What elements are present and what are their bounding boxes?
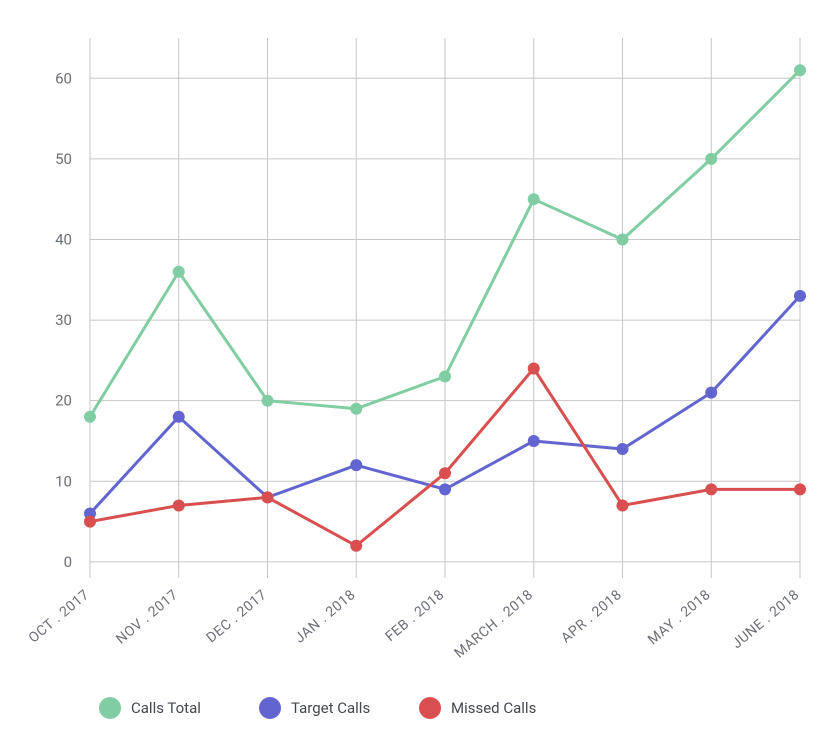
series-marker [705,387,717,399]
series-marker [439,467,451,479]
legend-item: Calls Total [99,697,201,719]
series-marker [262,395,274,407]
series-marker [528,435,540,447]
series-marker [350,459,362,471]
series-marker [794,64,806,76]
y-tick-label: 10 [55,472,72,490]
legend: Calls Total Target Calls Missed Calls [99,697,536,719]
series-marker [173,266,185,278]
series-marker [617,443,629,455]
y-tick-label: 30 [55,311,72,329]
legend-item: Missed Calls [419,697,536,719]
series-marker [794,483,806,495]
y-tick-label: 50 [55,150,72,168]
legend-marker [259,697,281,719]
line-chart: 0102030405060OCT . 2017NOV . 2017DEC . 2… [0,0,824,750]
series-marker [528,193,540,205]
series-marker [439,371,451,383]
series-marker [528,362,540,374]
legend-label: Target Calls [291,699,370,717]
series-marker [173,499,185,511]
legend-item: Target Calls [259,697,370,719]
series-marker [617,233,629,245]
series-marker [794,290,806,302]
series-marker [705,153,717,165]
chart-svg: 0102030405060OCT . 2017NOV . 2017DEC . 2… [0,0,824,750]
legend-marker [99,697,121,719]
series-marker [350,540,362,552]
legend-marker [419,697,441,719]
y-tick-label: 40 [55,230,72,248]
series-marker [262,491,274,503]
series-marker [439,483,451,495]
series-marker [84,516,96,528]
series-marker [617,499,629,511]
series-marker [84,411,96,423]
legend-label: Missed Calls [451,699,536,717]
y-tick-label: 60 [55,69,72,87]
legend-label: Calls Total [131,699,201,717]
series-marker [350,403,362,415]
y-tick-label: 20 [55,392,72,410]
series-marker [173,411,185,423]
series-marker [705,483,717,495]
y-tick-label: 0 [64,553,72,571]
